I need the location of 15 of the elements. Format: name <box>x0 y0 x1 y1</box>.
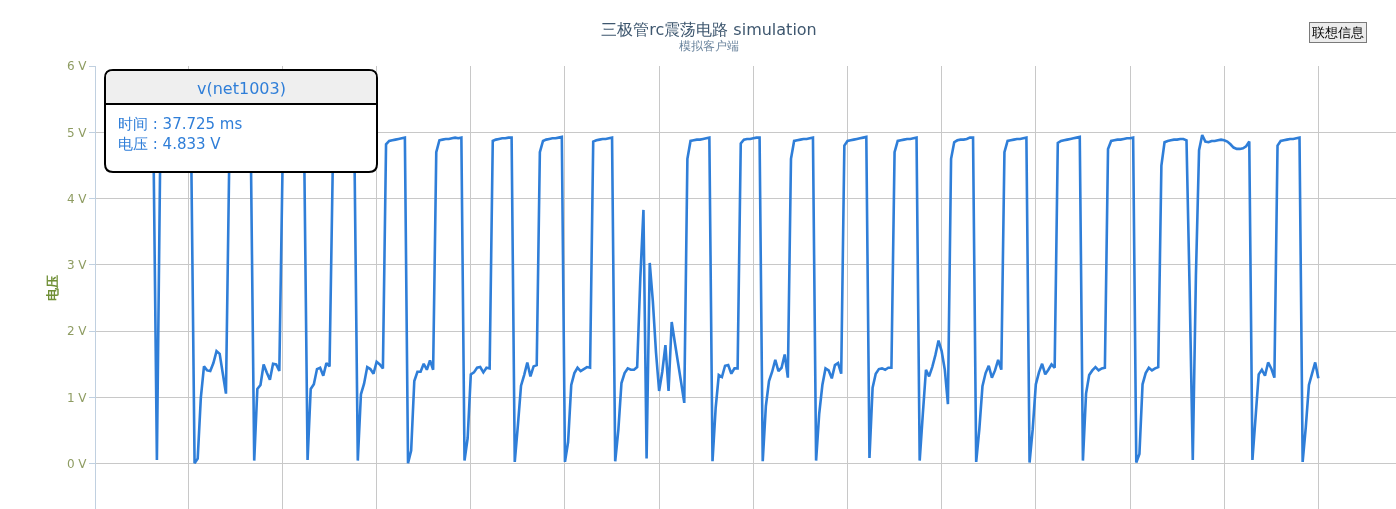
y-tick-label: 2 V <box>66 324 88 339</box>
y-axis-title: 电压 <box>44 274 60 301</box>
y-tick-label: 0 V <box>66 457 88 472</box>
text: v(net1003) <box>197 79 286 98</box>
y-tick-label: 5 V <box>66 125 88 140</box>
annotation: 时间 : 37.725 ms <box>118 115 243 133</box>
text: 联想信息 <box>1312 25 1364 40</box>
y-tick-label: 4 V <box>66 191 88 206</box>
chart-title: 三极管rc震荡电路 simulation <box>601 19 817 39</box>
line-series <box>152 133 1320 465</box>
y-tick-label: 1 V <box>66 390 88 405</box>
y-tick-label: 3 V <box>66 258 88 273</box>
annotation: 电压 : 4.833 V <box>118 134 222 153</box>
chart-subtitle: 模拟客户端 <box>679 39 739 53</box>
y-tick-label: 6 V <box>66 59 88 74</box>
